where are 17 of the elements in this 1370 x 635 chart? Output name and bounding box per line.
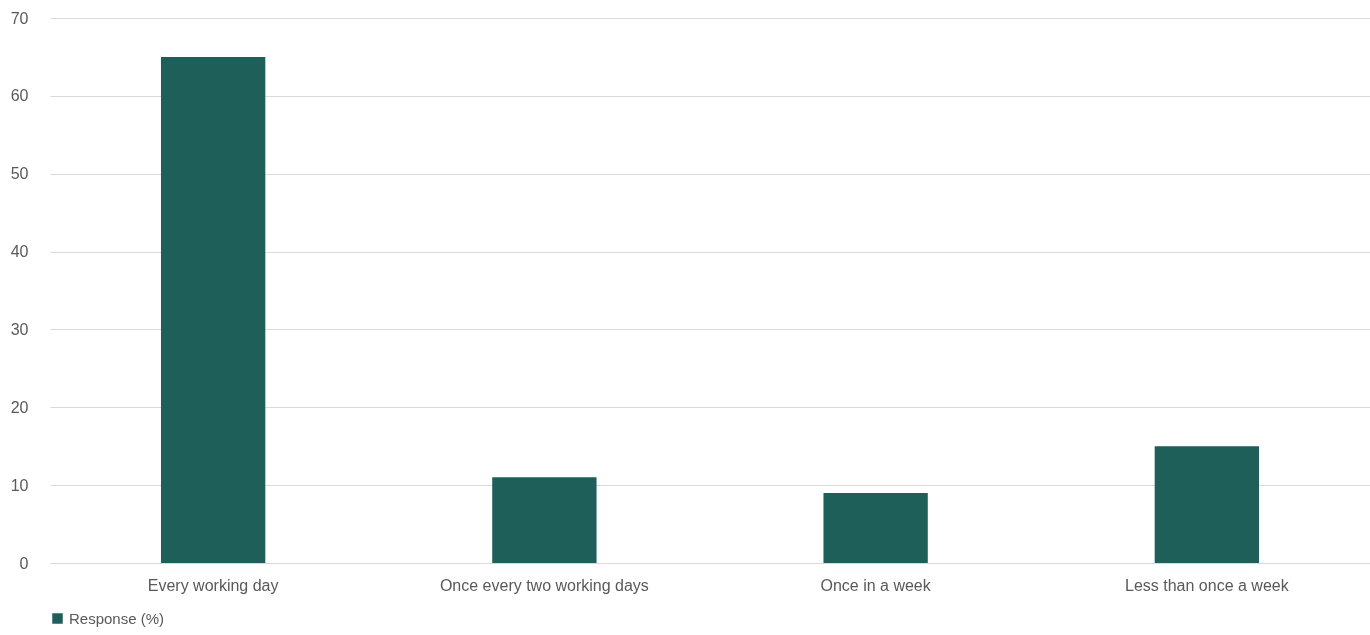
y-tick-label: 20 bbox=[10, 398, 29, 416]
y-tick-label: 50 bbox=[10, 165, 29, 183]
y-tick-label: 40 bbox=[10, 243, 29, 261]
y-tick-label: 10 bbox=[10, 476, 29, 494]
y-tick-label: 70 bbox=[10, 9, 29, 27]
legend-label: Response (%) bbox=[69, 609, 165, 627]
y-tick-label: 0 bbox=[19, 554, 29, 572]
x-tick-label: Once every two working days bbox=[439, 576, 649, 594]
y-tick-label: 30 bbox=[10, 320, 29, 338]
x-tick-label: Every working day bbox=[147, 576, 279, 594]
bar bbox=[160, 56, 266, 563]
y-tick-label: 60 bbox=[10, 87, 29, 105]
bar bbox=[492, 477, 597, 563]
x-tick-label: Less than once a week bbox=[1125, 576, 1290, 594]
bar bbox=[1154, 446, 1260, 563]
bar bbox=[823, 492, 928, 563]
x-tick-label: Once in a week bbox=[820, 576, 932, 594]
